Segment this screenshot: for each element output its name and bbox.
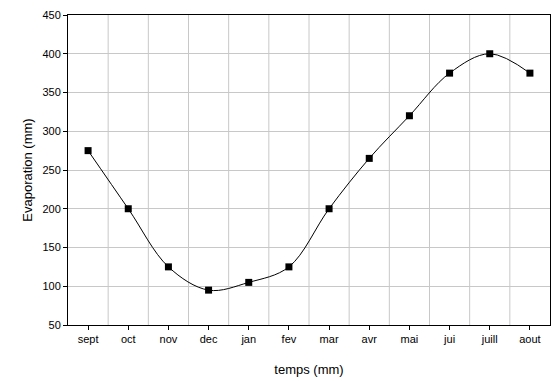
svg-text:350: 350: [42, 86, 60, 98]
svg-text:fev: fev: [282, 333, 297, 345]
svg-text:mai: mai: [401, 333, 419, 345]
svg-text:dec: dec: [200, 333, 218, 345]
svg-text:sept: sept: [78, 333, 99, 345]
svg-text:avr: avr: [362, 333, 378, 345]
svg-text:mar: mar: [320, 333, 339, 345]
svg-text:aout: aout: [519, 333, 540, 345]
svg-text:temps (mm): temps (mm): [274, 362, 343, 377]
svg-text:Evaporation (mm): Evaporation (mm): [20, 118, 35, 221]
svg-text:250: 250: [42, 164, 60, 176]
svg-text:jui: jui: [443, 333, 455, 345]
svg-text:nov: nov: [160, 333, 178, 345]
svg-text:oct: oct: [121, 333, 136, 345]
svg-text:450: 450: [42, 9, 60, 21]
svg-text:400: 400: [42, 48, 60, 60]
svg-text:50: 50: [49, 319, 61, 331]
svg-text:300: 300: [42, 125, 60, 137]
svg-text:100: 100: [42, 280, 60, 292]
svg-text:200: 200: [42, 203, 60, 215]
svg-text:juill: juill: [481, 333, 498, 345]
svg-text:jan: jan: [240, 333, 256, 345]
svg-text:150: 150: [42, 241, 60, 253]
